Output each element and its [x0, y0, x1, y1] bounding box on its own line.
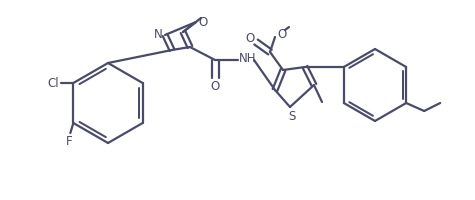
Text: F: F	[66, 135, 73, 148]
Text: O: O	[210, 80, 219, 93]
Text: O: O	[246, 31, 255, 44]
Text: S: S	[288, 110, 295, 123]
Text: Cl: Cl	[48, 77, 59, 90]
Text: O: O	[199, 15, 208, 28]
Text: N: N	[153, 28, 162, 41]
Text: NH: NH	[239, 52, 257, 65]
Text: O: O	[277, 27, 286, 40]
